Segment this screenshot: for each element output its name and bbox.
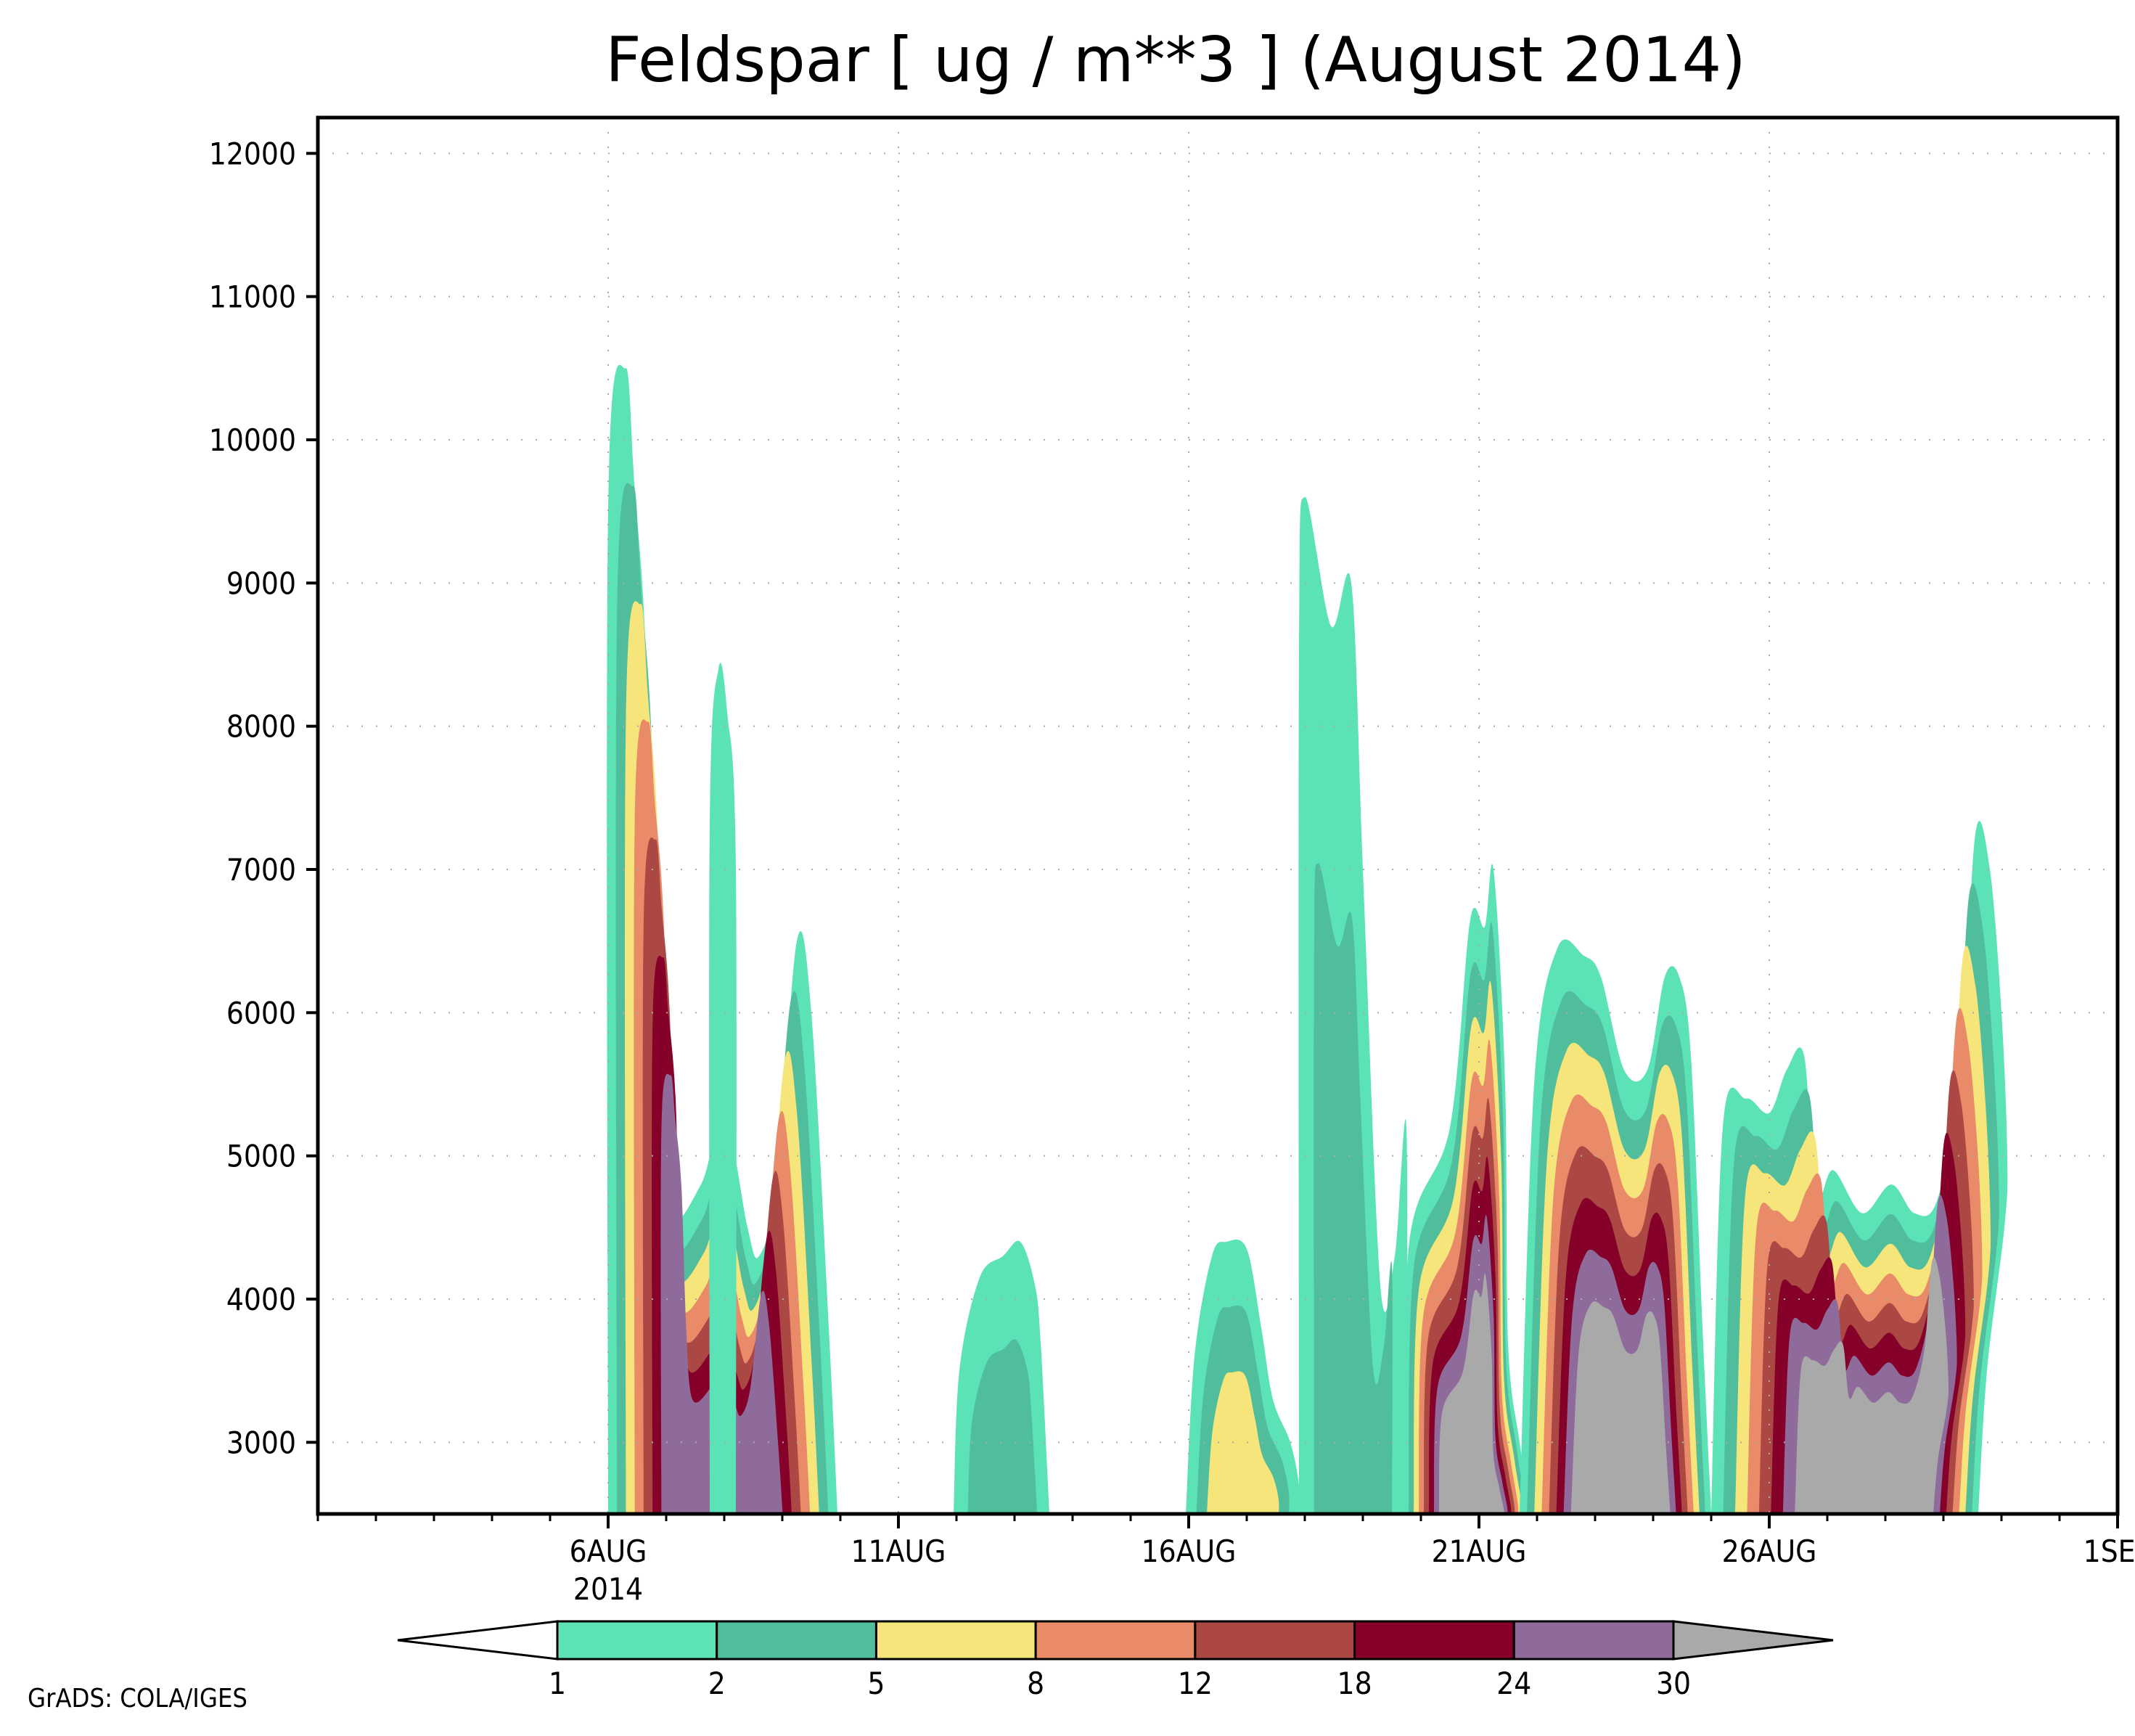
plot-frame (316, 115, 2120, 1516)
legend-label-12: 12 (1178, 1666, 1213, 1701)
contour-fills (607, 364, 2008, 1514)
y-tick-label-11000: 11000 (209, 279, 296, 315)
y-tick-label-7000: 7000 (226, 852, 296, 888)
y-tick-label-6000: 6000 (226, 995, 296, 1031)
x-tick-label-16AUG: 16AUG (1142, 1534, 1237, 1569)
credit-text: GrADS: COLA/IGES (28, 1684, 247, 1714)
legend-label-30: 30 (1656, 1666, 1691, 1701)
legend-label-2: 2 (708, 1666, 726, 1701)
grid-lines (318, 118, 2118, 1514)
legend-swatch-5 (874, 1620, 1037, 1661)
legend-swatch-24 (1512, 1620, 1675, 1661)
contour-band-e3-p1-l30 (1570, 1301, 1671, 1514)
y-tick-label-10000: 10000 (209, 422, 296, 458)
x-tick-label-6AUG: 6AUG (570, 1534, 647, 1569)
x-tick-label-21AUG: 21AUG (1432, 1534, 1527, 1569)
legend-label-8: 8 (1027, 1666, 1044, 1701)
y-tick-label-9000: 9000 (226, 565, 296, 601)
color-legend: 1 2 5 8 12 18 24 30 (397, 1620, 1834, 1701)
contour-band-e1-p0-l2 (967, 1339, 1038, 1514)
contour-band-e4-p0-l30 (1795, 1257, 1949, 1514)
legend-label-24: 24 (1496, 1666, 1531, 1701)
legend-swatch-8 (1034, 1620, 1197, 1661)
chart-title: Feldspar [ ug / m**3 ] (August 2014) (605, 24, 1746, 97)
legend-arrow-high (1672, 1620, 1834, 1661)
x-tick-label-1SEP: 1SEP (2083, 1534, 2135, 1569)
y-axis: 3000 4000 5000 6000 7000 8000 9000 10000 11000 12… (209, 136, 318, 1460)
y-tick-label-5000: 5000 (226, 1139, 296, 1174)
legend-swatch-2 (716, 1620, 877, 1661)
y-tick-label-3000: 3000 (226, 1425, 296, 1460)
y-tick-label-8000: 8000 (226, 709, 296, 745)
legend-label-18: 18 (1337, 1666, 1372, 1701)
contour-band-e2-p1-l2 (1314, 863, 1393, 1514)
x-tick-label-26AUG: 26AUG (1722, 1534, 1817, 1569)
x-tick-label-year: 2014 (573, 1571, 643, 1607)
contour-band-e2-p0-l5 (1207, 1371, 1279, 1514)
y-tick-label-4000: 4000 (226, 1282, 296, 1317)
legend-swatch-12 (1194, 1620, 1356, 1661)
legend-label-5: 5 (867, 1666, 885, 1701)
legend-swatch-18 (1353, 1620, 1515, 1661)
contour-band-e3-p0-l30 (1438, 1273, 1504, 1514)
legend-swatch-1 (556, 1620, 718, 1661)
y-tick-label-12000: 12000 (209, 136, 296, 171)
legend-label-1: 1 (549, 1666, 566, 1701)
contour-band-e0-p0-l24 (660, 1073, 783, 1514)
contour-band-e0-p1-l1 (709, 663, 737, 1514)
x-tick-label-11AUG: 11AUG (851, 1534, 946, 1569)
